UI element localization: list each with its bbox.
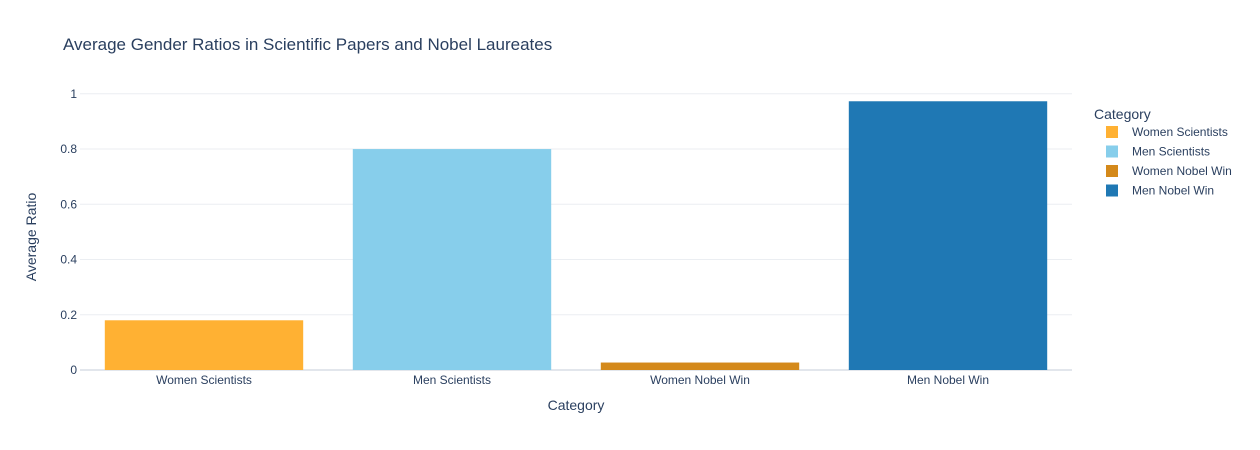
y-tick-label: 0.2 [60,308,77,322]
bar-men-nobel-win[interactable] [848,101,1048,371]
bar-women-scientists[interactable] [104,320,304,370]
chart-title: Average Gender Ratios in Scientific Pape… [63,35,552,54]
x-tick-label: Women Scientists [156,373,252,387]
y-tick-labels: 0 0.2 0.4 0.6 0.8 1 [60,87,77,377]
legend-title: Category [1094,106,1151,122]
legend-item[interactable]: Women Nobel Win [1106,164,1232,178]
x-tick-label: Women Nobel Win [650,373,750,387]
legend-item[interactable]: Men Nobel Win [1106,184,1214,198]
x-tick-label: Men Scientists [413,373,491,387]
legend-swatch [1106,145,1118,158]
legend-label: Women Scientists [1132,125,1228,139]
legend-swatch [1106,126,1118,138]
bar-men-scientists[interactable] [352,149,552,370]
legend-swatch [1106,184,1118,197]
y-tick-label: 0.8 [60,142,77,156]
legend-item[interactable]: Women Scientists [1106,125,1228,139]
legend-swatch [1106,165,1118,177]
legend-label: Men Scientists [1132,145,1210,159]
y-tick-label: 0 [70,363,77,377]
y-tick-label: 0.4 [60,253,77,267]
y-axis-title: Average Ratio [23,193,39,282]
legend-label: Women Nobel Win [1132,164,1232,178]
legend-item[interactable]: Men Scientists [1106,145,1210,159]
x-axis-title: Category [548,397,605,413]
bar-women-nobel-win[interactable] [600,362,800,370]
y-tick-label: 0.6 [60,197,77,211]
x-tick-labels: Women Scientists Men Scientists Women Nobe… [156,373,989,387]
x-tick-label: Men Nobel Win [907,373,989,387]
legend-label: Men Nobel Win [1132,184,1214,198]
legend[interactable]: Category Women Scientists Men Scientists W… [1094,106,1232,198]
bars [104,101,1048,371]
y-tick-label: 1 [70,87,77,101]
